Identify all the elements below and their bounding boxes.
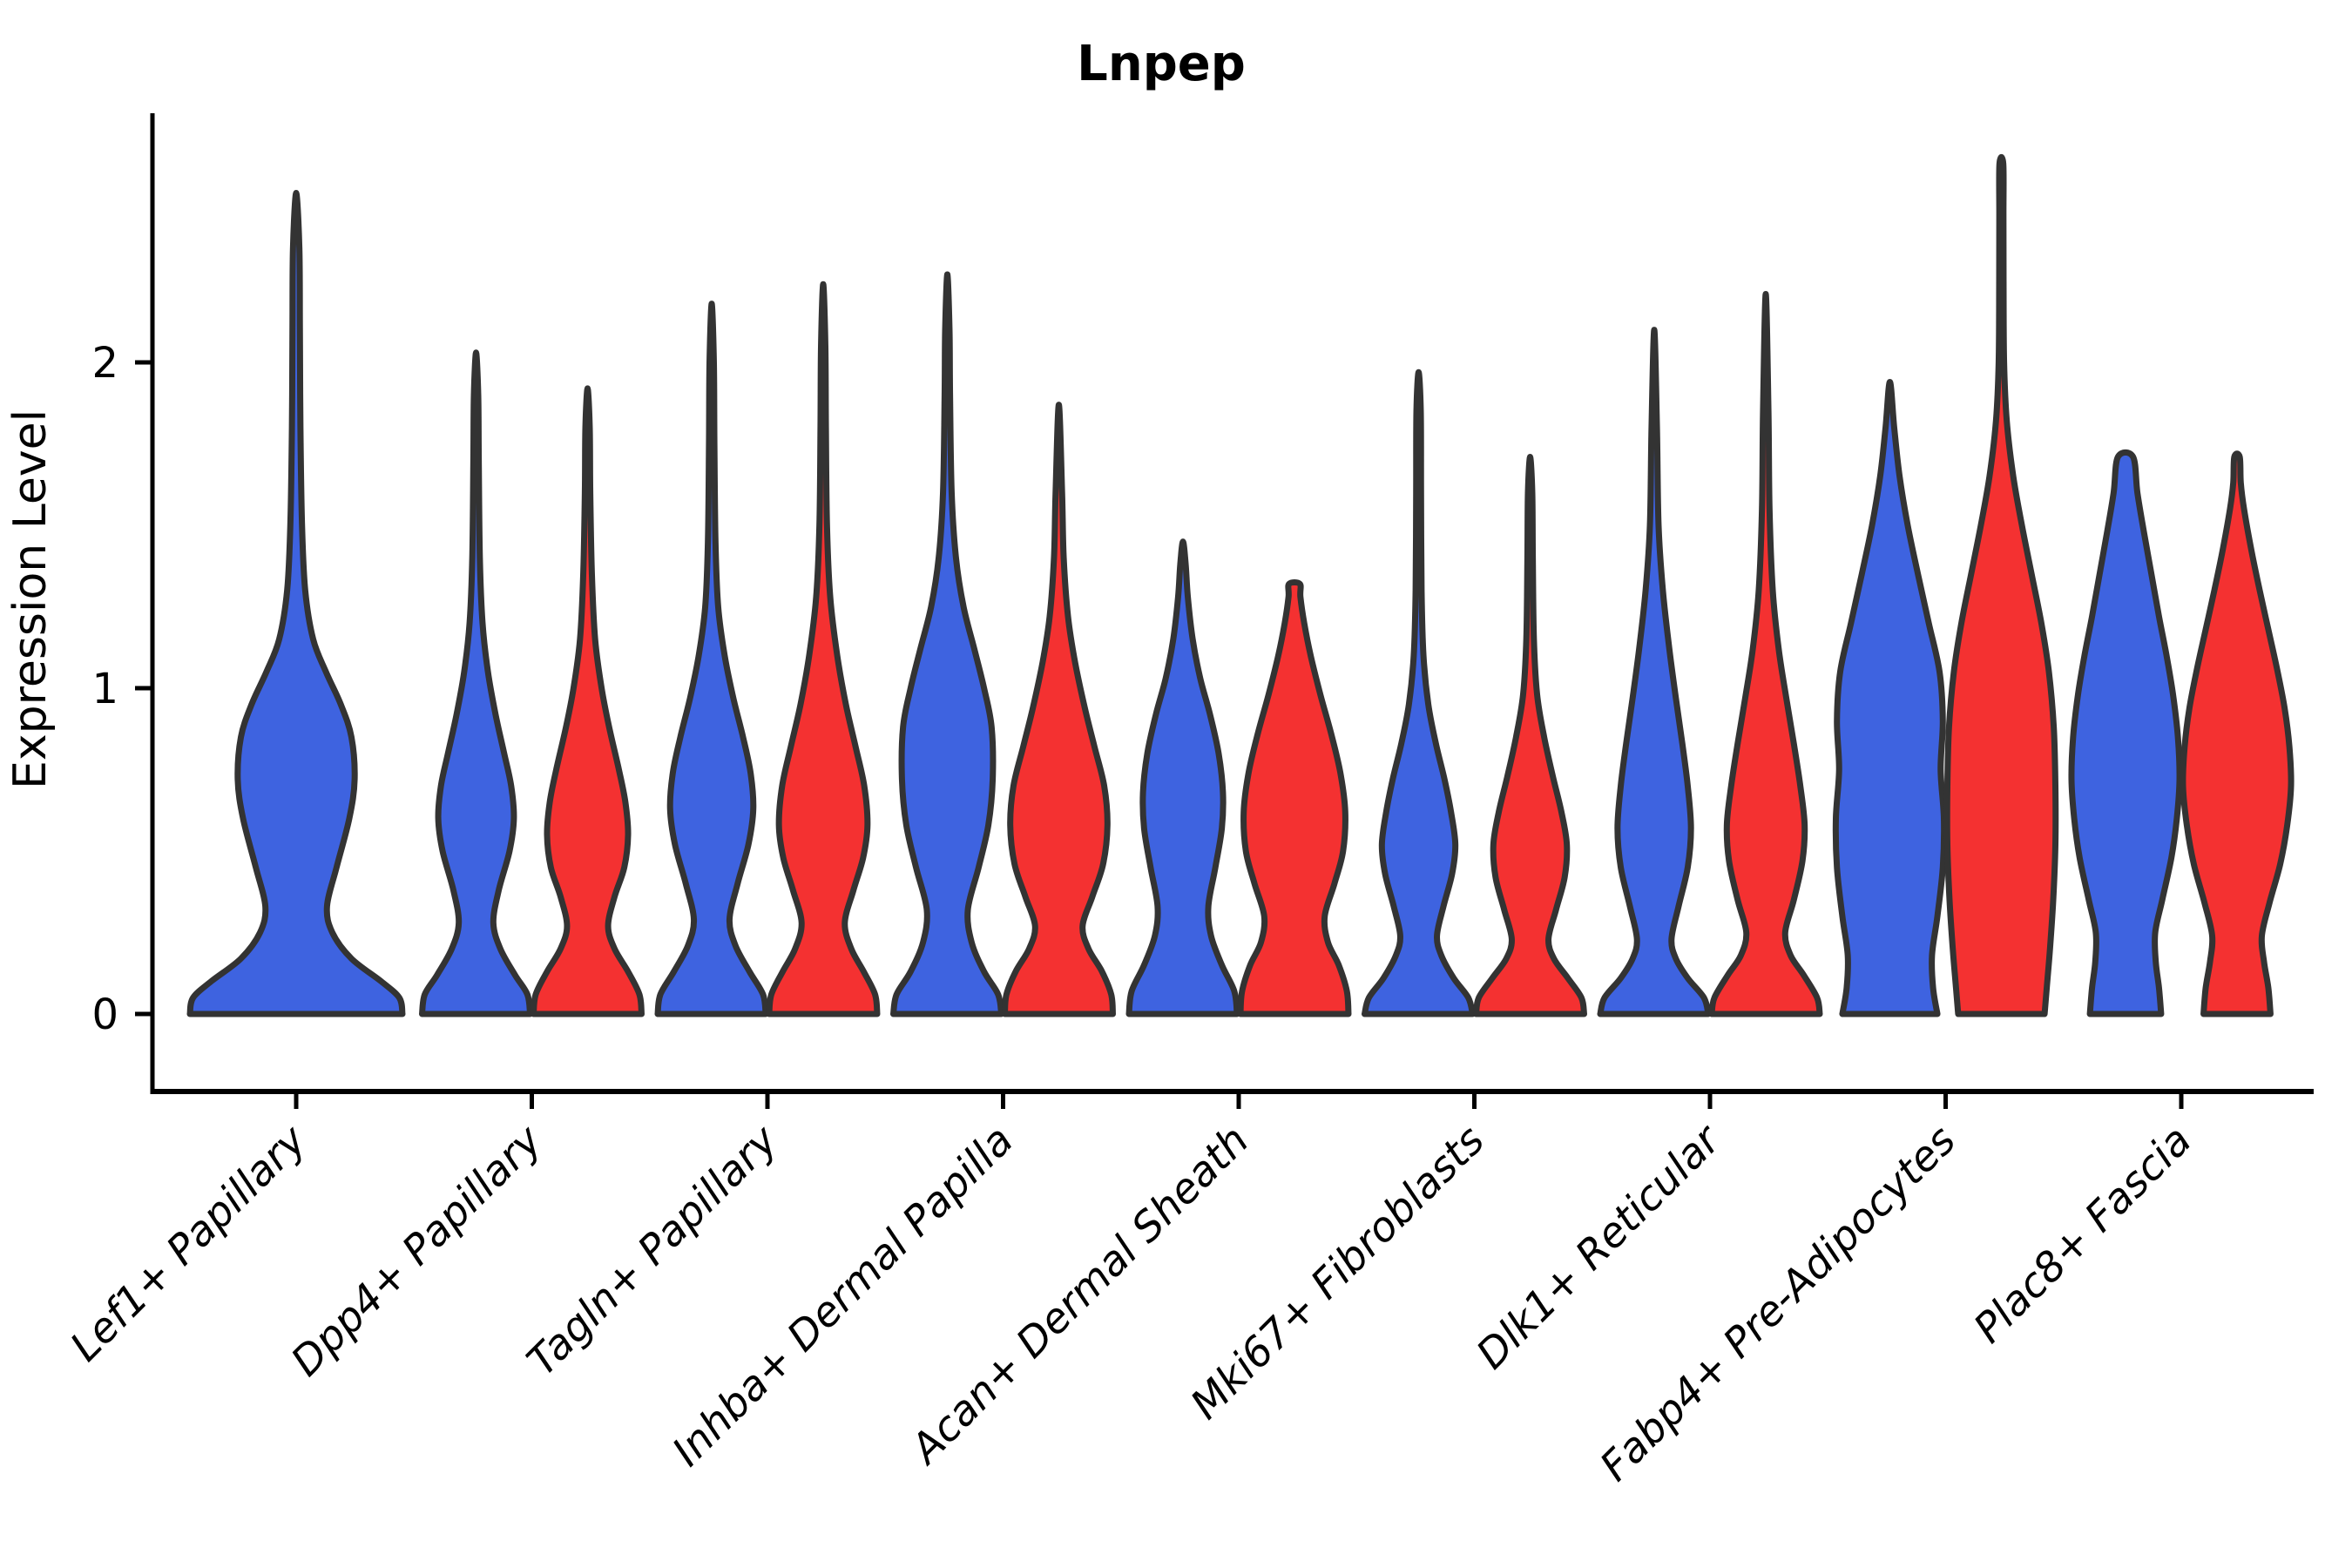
violin-blue-Fabp4 — [1832, 378, 1948, 1017]
x-tick-label: Plac8+ Fascia — [1964, 1117, 2200, 1353]
violin-blue-Inhba — [890, 271, 1004, 1017]
violin-red-Acan — [1237, 578, 1352, 1017]
axes — [135, 113, 2314, 1109]
x-tick-label: Lef1+ Papillary — [61, 1116, 316, 1371]
violin-red-Mki67 — [1473, 453, 1587, 1017]
violin-red-Fabp4 — [1943, 153, 2059, 1017]
violin-blue-Tagln — [654, 301, 769, 1017]
violin-blue-Mki67 — [1362, 368, 1476, 1017]
y-tick-label: 2 — [91, 339, 118, 388]
violin-blue-Dlk1 — [1597, 327, 1712, 1017]
violin-blue-Dpp4 — [419, 349, 533, 1017]
violin-blue-Plac8 — [2068, 449, 2183, 1017]
violin-red-Tagln — [766, 280, 881, 1017]
x-tick-label: Dlk1+ Reticular — [1468, 1115, 1732, 1379]
y-tick-label: 1 — [91, 665, 118, 713]
violin-blue-Acan — [1125, 538, 1240, 1017]
x-tick-label: Dpp4+ Papillary — [282, 1116, 552, 1386]
violins-group — [186, 153, 2295, 1017]
y-tick-label: 0 — [91, 990, 118, 1039]
violin-blue-Lef1 — [186, 190, 406, 1017]
violin-red-Dpp4 — [531, 385, 645, 1017]
violin-red-Dlk1 — [1708, 290, 1823, 1017]
y-axis-label: Expression Level — [4, 409, 57, 789]
violin-red-Inhba — [1002, 402, 1116, 1017]
x-tick-label: Tagln+ Papillary — [518, 1116, 788, 1386]
chart-title: Lnpep — [1077, 36, 1246, 92]
violin-red-Plac8 — [2180, 450, 2295, 1017]
